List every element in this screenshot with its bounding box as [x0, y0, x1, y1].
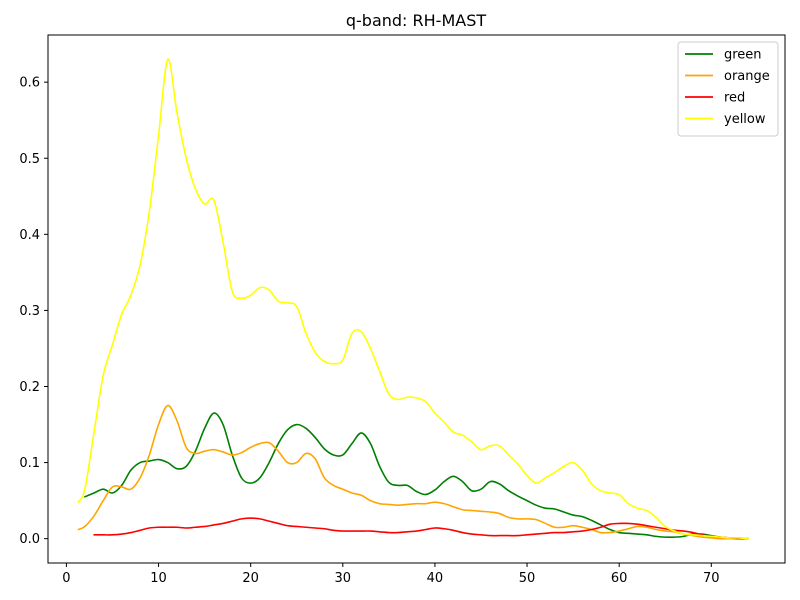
x-tick-label: 60	[611, 571, 628, 586]
legend-label-green: green	[724, 48, 762, 63]
chart-title: q-band: RH-MAST	[346, 11, 486, 30]
x-tick-label: 50	[519, 571, 536, 586]
legend-label-yellow: yellow	[724, 112, 766, 127]
legend-label-red: red	[724, 91, 745, 106]
x-tick-label: 40	[427, 571, 444, 586]
x-tick-label: 10	[150, 571, 167, 586]
y-tick-label: 0.0	[19, 532, 40, 547]
y-tick-label: 0.1	[19, 456, 40, 471]
y-tick-label: 0.5	[19, 152, 40, 167]
series-line-red	[93, 517, 749, 540]
y-tick-label: 0.2	[19, 380, 40, 395]
series-line-yellow	[77, 58, 749, 540]
series-line-green	[84, 412, 749, 540]
legend-label-orange: orange	[724, 69, 770, 84]
legend: green orange red yellow	[677, 41, 779, 137]
x-tick-label: 0	[62, 571, 70, 586]
x-tick-label: 30	[335, 571, 352, 586]
y-tick-label: 0.3	[19, 304, 40, 319]
axes-frame	[47, 34, 786, 564]
series-line-orange	[77, 404, 749, 540]
series-layer	[77, 58, 749, 540]
y-tick-label: 0.6	[19, 76, 40, 91]
axes-layer: 0 10 20 30 40 50 60 70 0.0 0.1 0.2 0.3 0.4 0.5 0.6	[19, 34, 786, 586]
x-tick-label: 20	[242, 571, 259, 586]
y-tick-label: 0.4	[19, 228, 40, 243]
x-tick-label: 70	[703, 571, 720, 586]
legend-box	[677, 41, 779, 137]
